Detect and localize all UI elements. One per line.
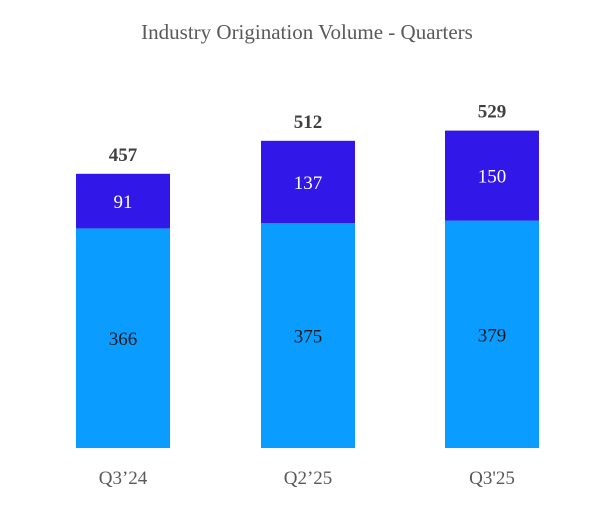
total-label-0: 457 bbox=[109, 145, 138, 166]
total-label-2: 529 bbox=[478, 102, 507, 123]
x-tick-label-1: Q2’25 bbox=[284, 468, 333, 489]
data-label-top-0: 91 bbox=[114, 192, 133, 213]
bar-segment-top-2 bbox=[445, 130, 539, 221]
bar-segment-top-1 bbox=[261, 140, 355, 223]
data-label-top-2: 150 bbox=[478, 167, 507, 188]
x-tick-label-0: Q3’24 bbox=[99, 468, 148, 489]
bar-segment-bottom-1 bbox=[261, 223, 355, 448]
chart-title: Industry Origination Volume - Quarters bbox=[141, 20, 473, 44]
bars-layer bbox=[76, 130, 539, 448]
bar-segment-top-0 bbox=[76, 173, 170, 229]
bar-segment-bottom-0 bbox=[76, 228, 170, 448]
data-label-bottom-2: 379 bbox=[478, 325, 507, 346]
total-label-1: 512 bbox=[294, 112, 323, 133]
data-label-top-1: 137 bbox=[294, 173, 323, 194]
x-tick-label-2: Q3'25 bbox=[469, 468, 515, 489]
data-label-bottom-0: 366 bbox=[109, 329, 138, 350]
data-label-bottom-1: 375 bbox=[294, 327, 323, 348]
bar-segment-bottom-2 bbox=[445, 220, 539, 448]
labels-layer: 366 91 457 Q3’24 375 137 512 Q2’25 379 150 529 Q3'2… bbox=[99, 102, 515, 489]
